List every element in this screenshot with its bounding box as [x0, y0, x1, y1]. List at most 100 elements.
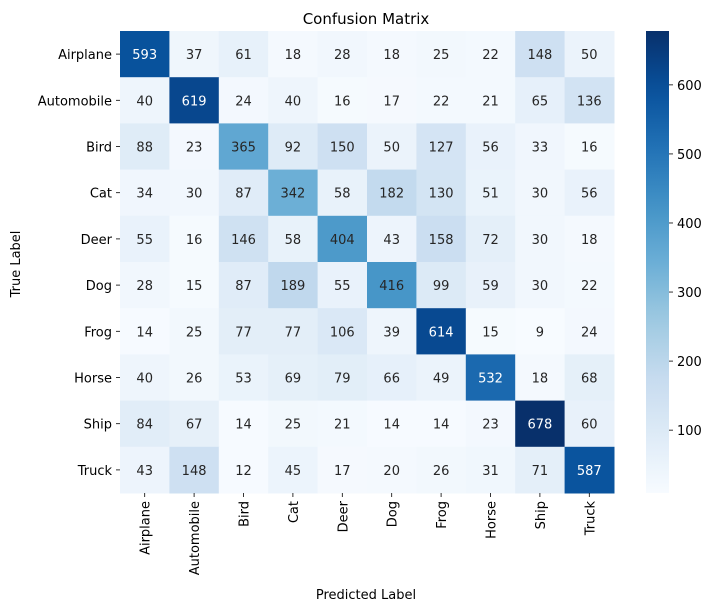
heatmap-cell — [515, 169, 566, 217]
heatmap-cell — [416, 262, 467, 309]
heatmap-cell — [367, 215, 417, 263]
heatmap-cell — [564, 400, 615, 448]
heatmap-cell — [367, 169, 417, 217]
y-tick-label: Horse — [74, 372, 112, 387]
heatmap-cell — [120, 400, 170, 448]
cell-value-label: 77 — [285, 325, 302, 340]
colorbar-ticks: 100 200 300 400 500 600 — [669, 79, 702, 439]
cell-value-label: 30 — [532, 233, 549, 248]
cell-value-label: 18 — [383, 48, 400, 63]
heatmap-cell — [268, 169, 319, 217]
heatmap-cell — [218, 77, 269, 124]
cell-value-label: 16 — [186, 233, 203, 248]
cell-value-label: 532 — [478, 372, 503, 387]
heatmap-cell — [169, 354, 220, 402]
x-tick-label: Frog — [435, 501, 450, 529]
heatmap-cell — [515, 31, 566, 78]
x-tick-label: Deer — [336, 500, 351, 532]
heatmap-cell — [120, 169, 170, 217]
colorbar-tick-label: 400 — [677, 217, 702, 232]
y-tick-label: Automobile — [38, 94, 112, 109]
heatmap-cell — [515, 446, 566, 494]
cell-value-label: 365 — [231, 141, 256, 156]
heatmap-cell — [317, 169, 368, 217]
colorbar-tick-label: 500 — [677, 148, 702, 163]
heatmap-cell — [416, 354, 467, 402]
heatmap-cell — [317, 215, 368, 263]
x-tick-label: Automobile — [188, 501, 203, 575]
cell-value-label: 416 — [379, 279, 404, 294]
heatmap-cell — [465, 262, 516, 309]
cell-value-label: 87 — [235, 187, 252, 202]
heatmap-cell — [268, 400, 319, 448]
x-tick-label: Truck — [583, 501, 598, 537]
cell-value-label: 34 — [136, 187, 153, 202]
heatmap-cell — [268, 354, 319, 402]
heatmap-cell — [218, 400, 269, 448]
cell-value-label: 16 — [334, 94, 351, 109]
heatmap-cell — [169, 446, 220, 494]
heatmap-cell — [268, 123, 319, 171]
cell-value-label: 15 — [186, 279, 203, 294]
cell-value-label: 678 — [527, 418, 552, 433]
cell-value-label: 68 — [581, 372, 598, 387]
heatmap-cell — [218, 262, 269, 309]
heatmap-cell — [317, 262, 368, 309]
cell-value-label: 16 — [581, 141, 598, 156]
heatmap-cell — [268, 262, 319, 309]
cell-value-label: 50 — [581, 48, 598, 63]
heatmap-cell — [564, 77, 615, 124]
cell-value-label: 33 — [532, 141, 549, 156]
heatmap-cell — [120, 308, 170, 355]
heatmap-cell — [169, 215, 220, 263]
cell-value-label: 55 — [136, 233, 153, 248]
cell-value-label: 18 — [581, 233, 598, 248]
y-tick-label: Bird — [86, 141, 112, 156]
heatmap-cell — [218, 308, 269, 355]
cell-value-label: 25 — [186, 325, 203, 340]
cell-value-label: 14 — [235, 418, 252, 433]
cell-value-label: 148 — [527, 48, 552, 63]
heatmap-cell — [218, 31, 269, 78]
heatmap-cell — [367, 31, 417, 78]
cell-value-label: 18 — [285, 48, 302, 63]
heatmap-cell — [268, 308, 319, 355]
colorbar-tick-label: 200 — [677, 355, 702, 370]
heatmap-cell — [120, 123, 170, 171]
heatmap-cell — [317, 446, 368, 494]
cell-value-label: 15 — [482, 325, 499, 340]
heatmap-cell — [367, 77, 417, 124]
cell-value-label: 22 — [482, 48, 499, 63]
heatmap-cell — [465, 31, 516, 78]
heatmap-cell — [120, 77, 170, 124]
cell-value-label: 404 — [330, 233, 355, 248]
cell-value-label: 14 — [383, 418, 400, 433]
heatmap-cell — [268, 31, 319, 78]
heatmap-cell — [120, 354, 170, 402]
heatmap-cell — [465, 308, 516, 355]
cell-value-label: 158 — [429, 233, 454, 248]
cell-value-label: 50 — [383, 141, 400, 156]
cell-value-label: 84 — [136, 418, 153, 433]
heatmap-cell — [169, 31, 220, 78]
heatmap-cell — [169, 262, 220, 309]
cell-value-label: 593 — [132, 48, 157, 63]
cell-value-label: 31 — [482, 464, 499, 479]
heatmap-cell — [218, 215, 269, 263]
cell-value-label: 59 — [482, 279, 499, 294]
heatmap-cell — [564, 123, 615, 171]
cell-value-label: 72 — [482, 233, 499, 248]
cell-value-label: 22 — [581, 279, 598, 294]
cell-value-label: 30 — [532, 187, 549, 202]
cell-value-label: 26 — [433, 464, 450, 479]
colorbar-tick-label: 300 — [677, 286, 702, 301]
heatmap-cell — [120, 215, 170, 263]
heatmap-cell — [416, 169, 467, 217]
heatmap-cell — [367, 400, 417, 448]
heatmap-cell — [465, 446, 516, 494]
cell-value-label: 146 — [231, 233, 256, 248]
cell-value-label: 127 — [429, 141, 454, 156]
cell-value-label: 14 — [136, 325, 153, 340]
y-tick-label: Cat — [90, 187, 112, 202]
cell-value-label: 87 — [235, 279, 252, 294]
